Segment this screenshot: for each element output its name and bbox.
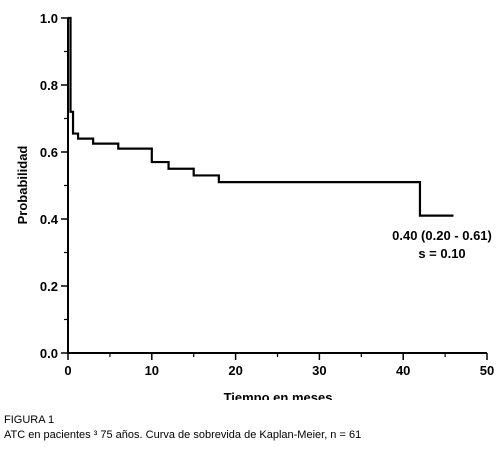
annotation-se: s = 0.10 [418,246,465,261]
axes [67,18,487,354]
y-axis-label: Probabilidad [15,146,30,225]
ticks: 0.0 0.2 0.4 0.6 0.8 1.0 0 10 20 30 40 50 [40,11,494,378]
y-tick-label: 0.0 [40,346,58,361]
x-axis-label: Tiempo en meses [224,390,333,400]
survival-step-line [68,16,454,217]
figure-label: FIGURA 1 [4,414,55,426]
x-tick-label: 50 [480,363,494,378]
y-tick-label: 0.2 [40,279,58,294]
y-tick-label: 0.4 [40,212,59,227]
x-tick-label: 20 [228,363,242,378]
figure-caption: ATC en pacientes ³ 75 años. Curva de sob… [4,429,362,441]
x-tick-label: 40 [396,363,410,378]
y-tick-label: 1.0 [40,11,58,26]
y-tick-label: 0.6 [40,145,58,160]
y-tick-label: 0.8 [40,78,58,93]
x-tick-label: 0 [64,363,71,378]
kaplan-meier-chart: 0.0 0.2 0.4 0.6 0.8 1.0 0 10 20 30 40 50 Probabilid… [15,11,494,400]
survival-curve [68,16,454,217]
x-tick-label: 10 [145,363,159,378]
x-tick-label: 30 [312,363,326,378]
annotation-ci: 0.40 (0.20 - 0.61) [392,228,492,243]
